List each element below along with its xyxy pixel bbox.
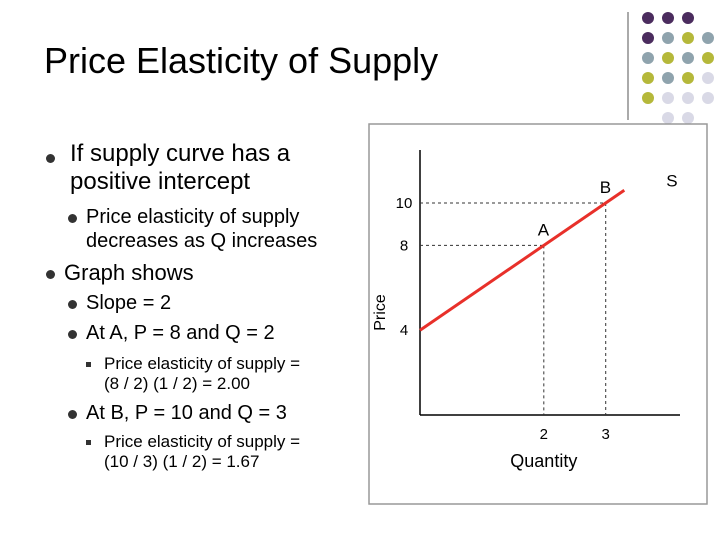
bullet-text: Price elasticity of supply = (8 / 2) (1 … bbox=[104, 354, 301, 394]
slide-title: Price Elasticity of Supply bbox=[44, 40, 439, 81]
bullet bbox=[86, 440, 91, 445]
bullet bbox=[68, 410, 77, 419]
bullet bbox=[68, 214, 77, 223]
bullet-text: At A, P = 8 and Q = 2 bbox=[86, 322, 275, 344]
x-tick-label: 3 bbox=[602, 426, 610, 443]
point-label: B bbox=[600, 178, 611, 197]
bullet bbox=[68, 330, 77, 339]
dot-grid bbox=[642, 12, 714, 124]
y-tick-label: 4 bbox=[400, 322, 408, 339]
bullet-text: If supply curve has a positive intercept bbox=[70, 140, 291, 196]
series-label: S bbox=[666, 171, 677, 190]
bullet bbox=[46, 270, 55, 279]
y-tick-label: 10 bbox=[396, 195, 413, 212]
y-tick-label: 8 bbox=[400, 237, 408, 254]
bullet-text: Slope = 2 bbox=[86, 292, 172, 314]
bullet-text: Graph shows bbox=[64, 260, 194, 285]
bullet bbox=[68, 300, 77, 309]
bullet bbox=[86, 362, 91, 367]
supply-line bbox=[419, 189, 626, 332]
bullet-text: Price elasticity of supply = (10 / 3) (1… bbox=[104, 432, 301, 472]
x-axis-label: Quantity bbox=[510, 451, 577, 471]
point-label: A bbox=[538, 220, 550, 239]
chart-frame bbox=[368, 123, 708, 505]
bullet bbox=[46, 154, 55, 163]
bullet-text: Price elasticity of supply decreases as … bbox=[86, 206, 318, 252]
x-tick-label: 2 bbox=[540, 426, 548, 443]
bullet-text: At B, P = 10 and Q = 3 bbox=[86, 402, 287, 424]
y-axis-label: Price bbox=[372, 294, 389, 331]
